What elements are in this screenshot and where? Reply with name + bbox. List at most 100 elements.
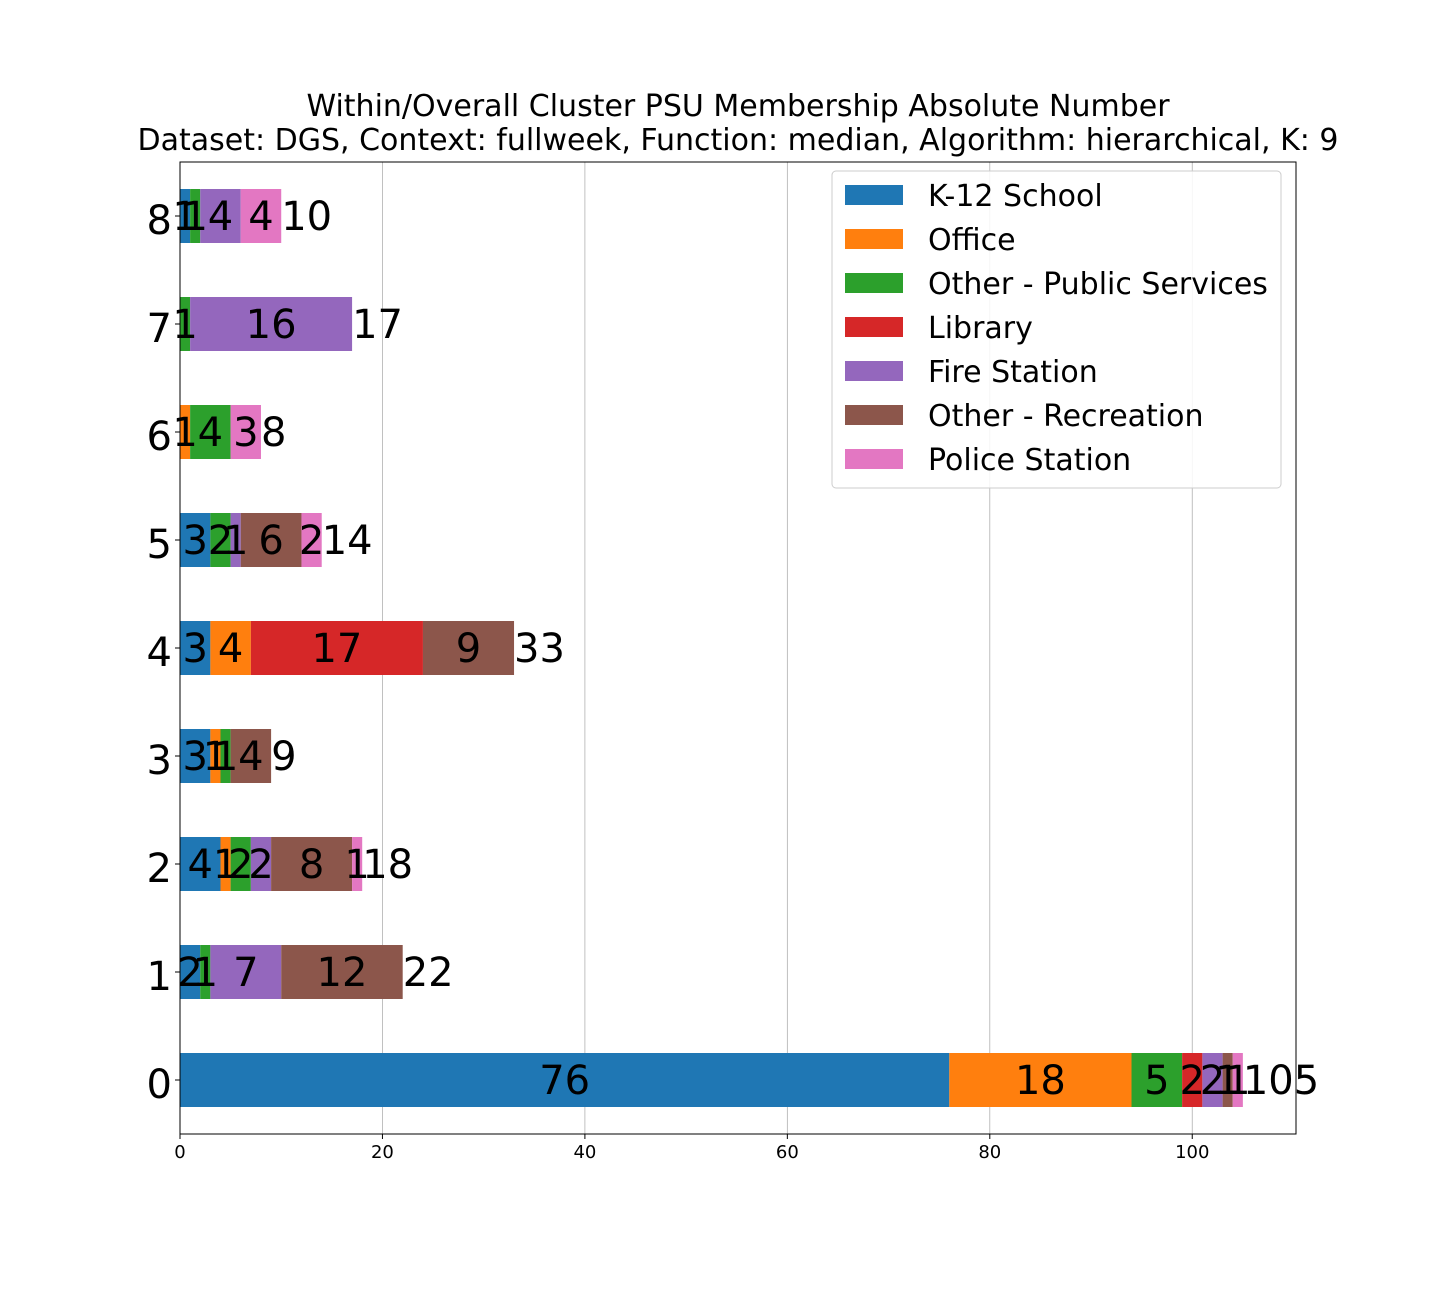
bar-segment-label: 3 <box>182 626 207 672</box>
bar-segment <box>180 405 191 459</box>
y-tick-label: 7 <box>147 306 172 352</box>
bar-segment <box>281 945 403 999</box>
bar-segment <box>1131 1053 1183 1107</box>
bar-segment-label: 1 <box>223 518 248 564</box>
bar-total-label: 17 <box>352 302 403 348</box>
bar-segment <box>240 513 302 567</box>
bar-segment <box>180 621 211 675</box>
y-tick-label: 2 <box>147 846 172 892</box>
bar-segment-label: 1 <box>172 302 197 348</box>
bar-total-label: 8 <box>261 410 286 456</box>
bar-segment <box>230 837 251 891</box>
bar-segment-label: 6 <box>258 518 283 564</box>
x-tick-label: 60 <box>776 1142 799 1163</box>
bar-segment-label: 3 <box>233 410 258 456</box>
bar-segment-label: 4 <box>208 194 233 240</box>
legend-swatch <box>845 449 903 469</box>
legend-swatch <box>845 229 903 249</box>
bar-segment <box>352 837 363 891</box>
bar-total-label: 14 <box>322 518 373 564</box>
bar-segment-label: 2 <box>208 518 233 564</box>
bar-segment <box>220 837 231 891</box>
bar-segment <box>301 513 322 567</box>
bar-segment <box>180 729 211 783</box>
bar-segment-label: 76 <box>539 1058 590 1104</box>
bar-segment-label: 3 <box>182 734 207 780</box>
bar-segment-label: 5 <box>1144 1058 1169 1104</box>
legend-label: Fire Station <box>928 355 1098 390</box>
bar-segment <box>180 297 191 351</box>
bar-segment-label: 1 <box>203 734 228 780</box>
bar-segment-label: 4 <box>238 734 263 780</box>
bar-segment <box>1182 1053 1203 1107</box>
y-tick-label: 5 <box>147 522 172 568</box>
bar-segment <box>230 729 272 783</box>
bar-segment <box>180 837 221 891</box>
legend-box <box>831 170 1282 489</box>
x-tick-label: 20 <box>371 1142 394 1163</box>
bar-segment-label: 4 <box>218 626 243 672</box>
bar-total-label: 18 <box>362 842 413 888</box>
bar-segment <box>1232 1053 1243 1107</box>
bar-segment <box>190 297 353 351</box>
bar-segment-label: 9 <box>456 626 481 672</box>
bar-total-label: 9 <box>271 734 296 780</box>
bar-segment <box>180 945 201 999</box>
legend-label: Other - Recreation <box>928 399 1204 434</box>
bar-segment-label: 18 <box>1015 1058 1066 1104</box>
bar-segment <box>230 513 241 567</box>
legend-swatch <box>845 317 903 337</box>
x-tick-label: 0 <box>174 1142 185 1163</box>
bar-segment <box>210 729 221 783</box>
legend-swatch <box>845 405 903 425</box>
bar-segment <box>180 1053 950 1107</box>
y-tick-label: 6 <box>147 414 172 460</box>
bar-segment-label: 2 <box>248 842 273 888</box>
plot-frame <box>179 161 1297 1135</box>
x-tick-label: 80 <box>978 1142 1001 1163</box>
legend-swatch <box>845 361 903 381</box>
y-tick-label: 8 <box>147 198 172 244</box>
chart-title: Within/Overall Cluster PSU Membership Ab… <box>306 89 1170 124</box>
bar-total-label: 105 <box>1243 1058 1319 1104</box>
bar-segment <box>250 837 272 891</box>
bar-segment <box>271 837 353 891</box>
bar-segment <box>1202 1053 1223 1107</box>
legend-label: K-12 School <box>928 179 1103 214</box>
bar-segment <box>190 405 231 459</box>
legend: K-12 School Office Other - Public Services… <box>831 170 1282 489</box>
legend-swatch <box>845 273 903 293</box>
bars <box>180 189 1243 1107</box>
bar-segment-label: 1 <box>213 734 238 780</box>
bar-segment <box>949 1053 1132 1107</box>
bar-segment-label: 1 <box>213 842 238 888</box>
bar-total-label: 22 <box>403 950 454 996</box>
bar-segment-label: 17 <box>311 626 362 672</box>
bar-segment-label: 1 <box>172 410 197 456</box>
bar-segment <box>200 189 241 243</box>
bar-segment <box>210 621 251 675</box>
bar-segment <box>180 189 191 243</box>
y-tick-label: 1 <box>147 954 172 1000</box>
bar-segment-label: 2 <box>228 842 253 888</box>
bar-segment <box>240 189 282 243</box>
x-tick-label: 100 <box>1175 1142 1209 1163</box>
bar-segment-label: 4 <box>248 194 273 240</box>
bar-segment <box>200 945 211 999</box>
bar-segment-label: 1 <box>172 194 197 240</box>
bar-segment-label: 4 <box>198 410 223 456</box>
bar-segment <box>190 189 201 243</box>
legend-label: Police Station <box>928 443 1131 478</box>
y-tick-label: 4 <box>147 630 172 676</box>
bar-total-label: 33 <box>514 626 565 672</box>
y-tick-label: 0 <box>147 1062 172 1108</box>
bar-segment-label: 2 <box>299 518 324 564</box>
bar-segment-label: 1 <box>1225 1058 1250 1104</box>
bar-segment-label: 7 <box>233 950 258 996</box>
bar-segment-label: 2 <box>1200 1058 1225 1104</box>
bar-segment-label: 1 <box>193 950 218 996</box>
bar-segment-label: 1 <box>182 194 207 240</box>
